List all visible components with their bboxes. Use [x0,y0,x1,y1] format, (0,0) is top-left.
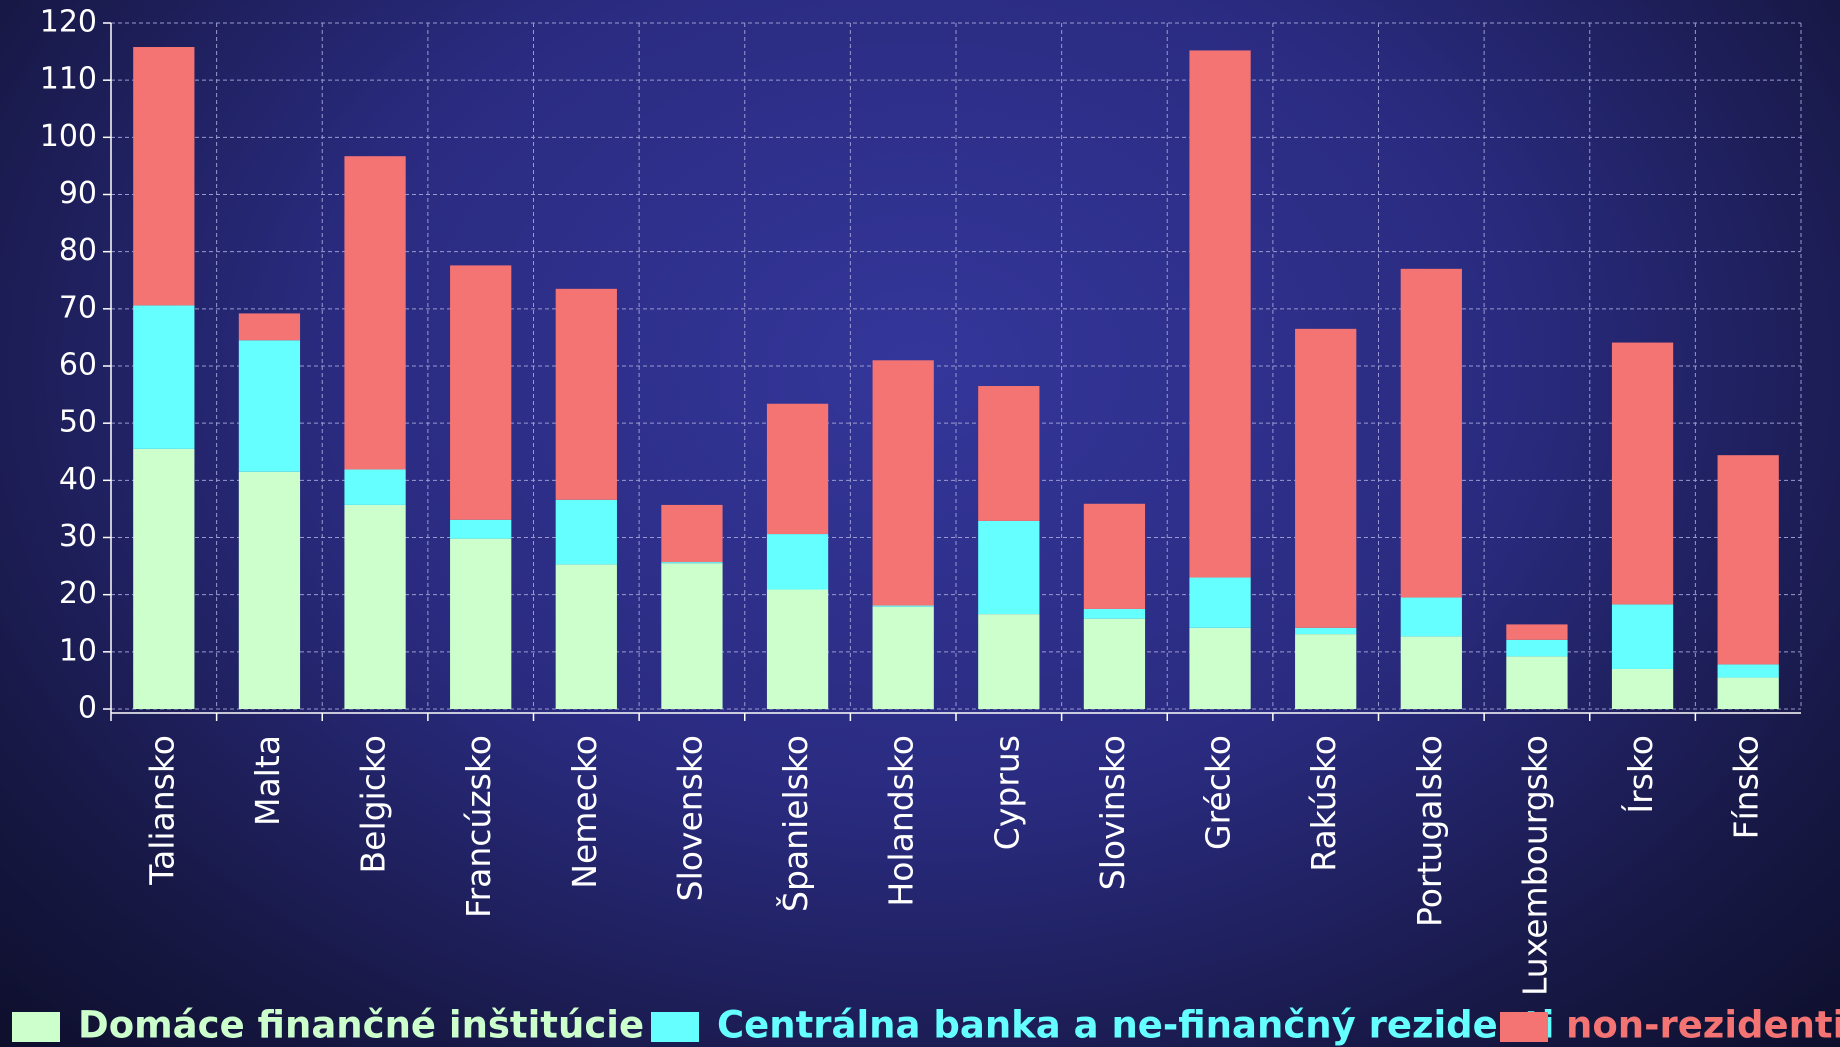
y-tick-label: 10 [59,633,97,668]
bar-segment [133,47,195,306]
bar-segment [1189,627,1251,709]
x-tick-label: Malta [248,735,287,826]
x-tick-label: Rakúsko [1304,735,1343,872]
bar-segment [1717,677,1779,709]
bar-segment [766,589,829,709]
x-tick-label: Slovinsko [1093,735,1132,890]
x-tick-label: Fínsko [1727,735,1766,839]
y-tick-label: 100 [40,119,97,154]
legend-label: Domáce finančné inštitúcie [78,1004,644,1047]
bar-segment [1506,656,1568,709]
bar-segment [450,265,512,520]
x-tick-label: Belgicko [354,735,393,874]
x-tick-label: Francúzsko [459,735,498,918]
x-tick-label: Taliansko [142,735,181,886]
bar-segment [766,534,829,590]
x-tick-label: Španielsko [775,735,815,912]
bar-segment [872,606,934,709]
bar-segment [450,519,512,539]
bar-segment [1083,608,1146,619]
bar-segment [133,448,195,709]
bar-segment [1717,455,1779,665]
bar-segment [1611,668,1674,709]
bar-segment [344,504,406,709]
bar-segment [661,562,723,564]
x-tick-label: Slovensko [670,735,709,901]
legend-swatch [651,1012,699,1042]
y-tick-label: 70 [59,290,97,325]
bar-segment [555,564,617,709]
bar-segment [1295,627,1357,635]
bar-segment [344,469,406,505]
legend-label: non-rezidenti [1566,1004,1840,1047]
x-tick-label: Holandsko [882,735,921,907]
bar-segment [450,538,512,709]
y-tick-label: 50 [59,405,97,440]
bar-segment [1611,604,1674,669]
bar-segment [1295,328,1357,628]
bar-segment [1400,268,1462,598]
x-tick-label: Nemecko [565,735,604,889]
bar-segment [133,305,195,449]
bar-segment [1506,624,1568,640]
bar-segment [872,360,934,606]
y-tick-label: 110 [40,62,97,97]
bar-segment [872,605,934,607]
x-tick-label: Írsko [1620,735,1660,814]
bar-segment [1717,664,1779,678]
bar-segment [1400,636,1462,709]
bar-segment [238,340,301,472]
x-tick-label: Cyprus [987,735,1026,850]
y-tick-label: 120 [40,5,97,40]
bar-segment [238,313,301,341]
bar-segment [1295,634,1357,709]
bar-segment [238,471,301,709]
bar-segment [1189,577,1251,628]
bar-segment [344,156,406,470]
y-tick-label: 40 [59,462,97,497]
bar-segment [1611,342,1674,605]
y-tick-label: 20 [59,576,97,611]
bar-segment [766,403,829,535]
x-tick-label: Grécko [1199,735,1238,850]
bar-segment [661,504,723,563]
bar-segment [978,614,1040,709]
y-tick-label: 0 [78,691,97,726]
x-tick-label: Luxembourgsko [1515,735,1554,996]
legend-swatch [12,1012,60,1042]
bar-segment [1189,50,1251,578]
bar-segment [1400,597,1462,637]
legend-label: Centrálna banka a ne-finančný rezidenti [717,1004,1554,1047]
bar-segment [555,499,617,565]
y-tick-label: 30 [59,519,97,554]
y-tick-label: 80 [59,233,97,268]
y-tick-label: 90 [59,176,97,211]
bar-segment [1506,639,1568,657]
x-tick-label: Portugalsko [1410,735,1449,927]
legend-swatch [1500,1012,1548,1042]
y-tick-label: 60 [59,348,97,383]
bar-segment [978,520,1040,615]
bar-segment [1083,503,1146,609]
bar-segment [978,386,1040,521]
bar-segment [661,563,723,709]
bar-segment [555,288,617,500]
bar-segment [1083,618,1146,709]
